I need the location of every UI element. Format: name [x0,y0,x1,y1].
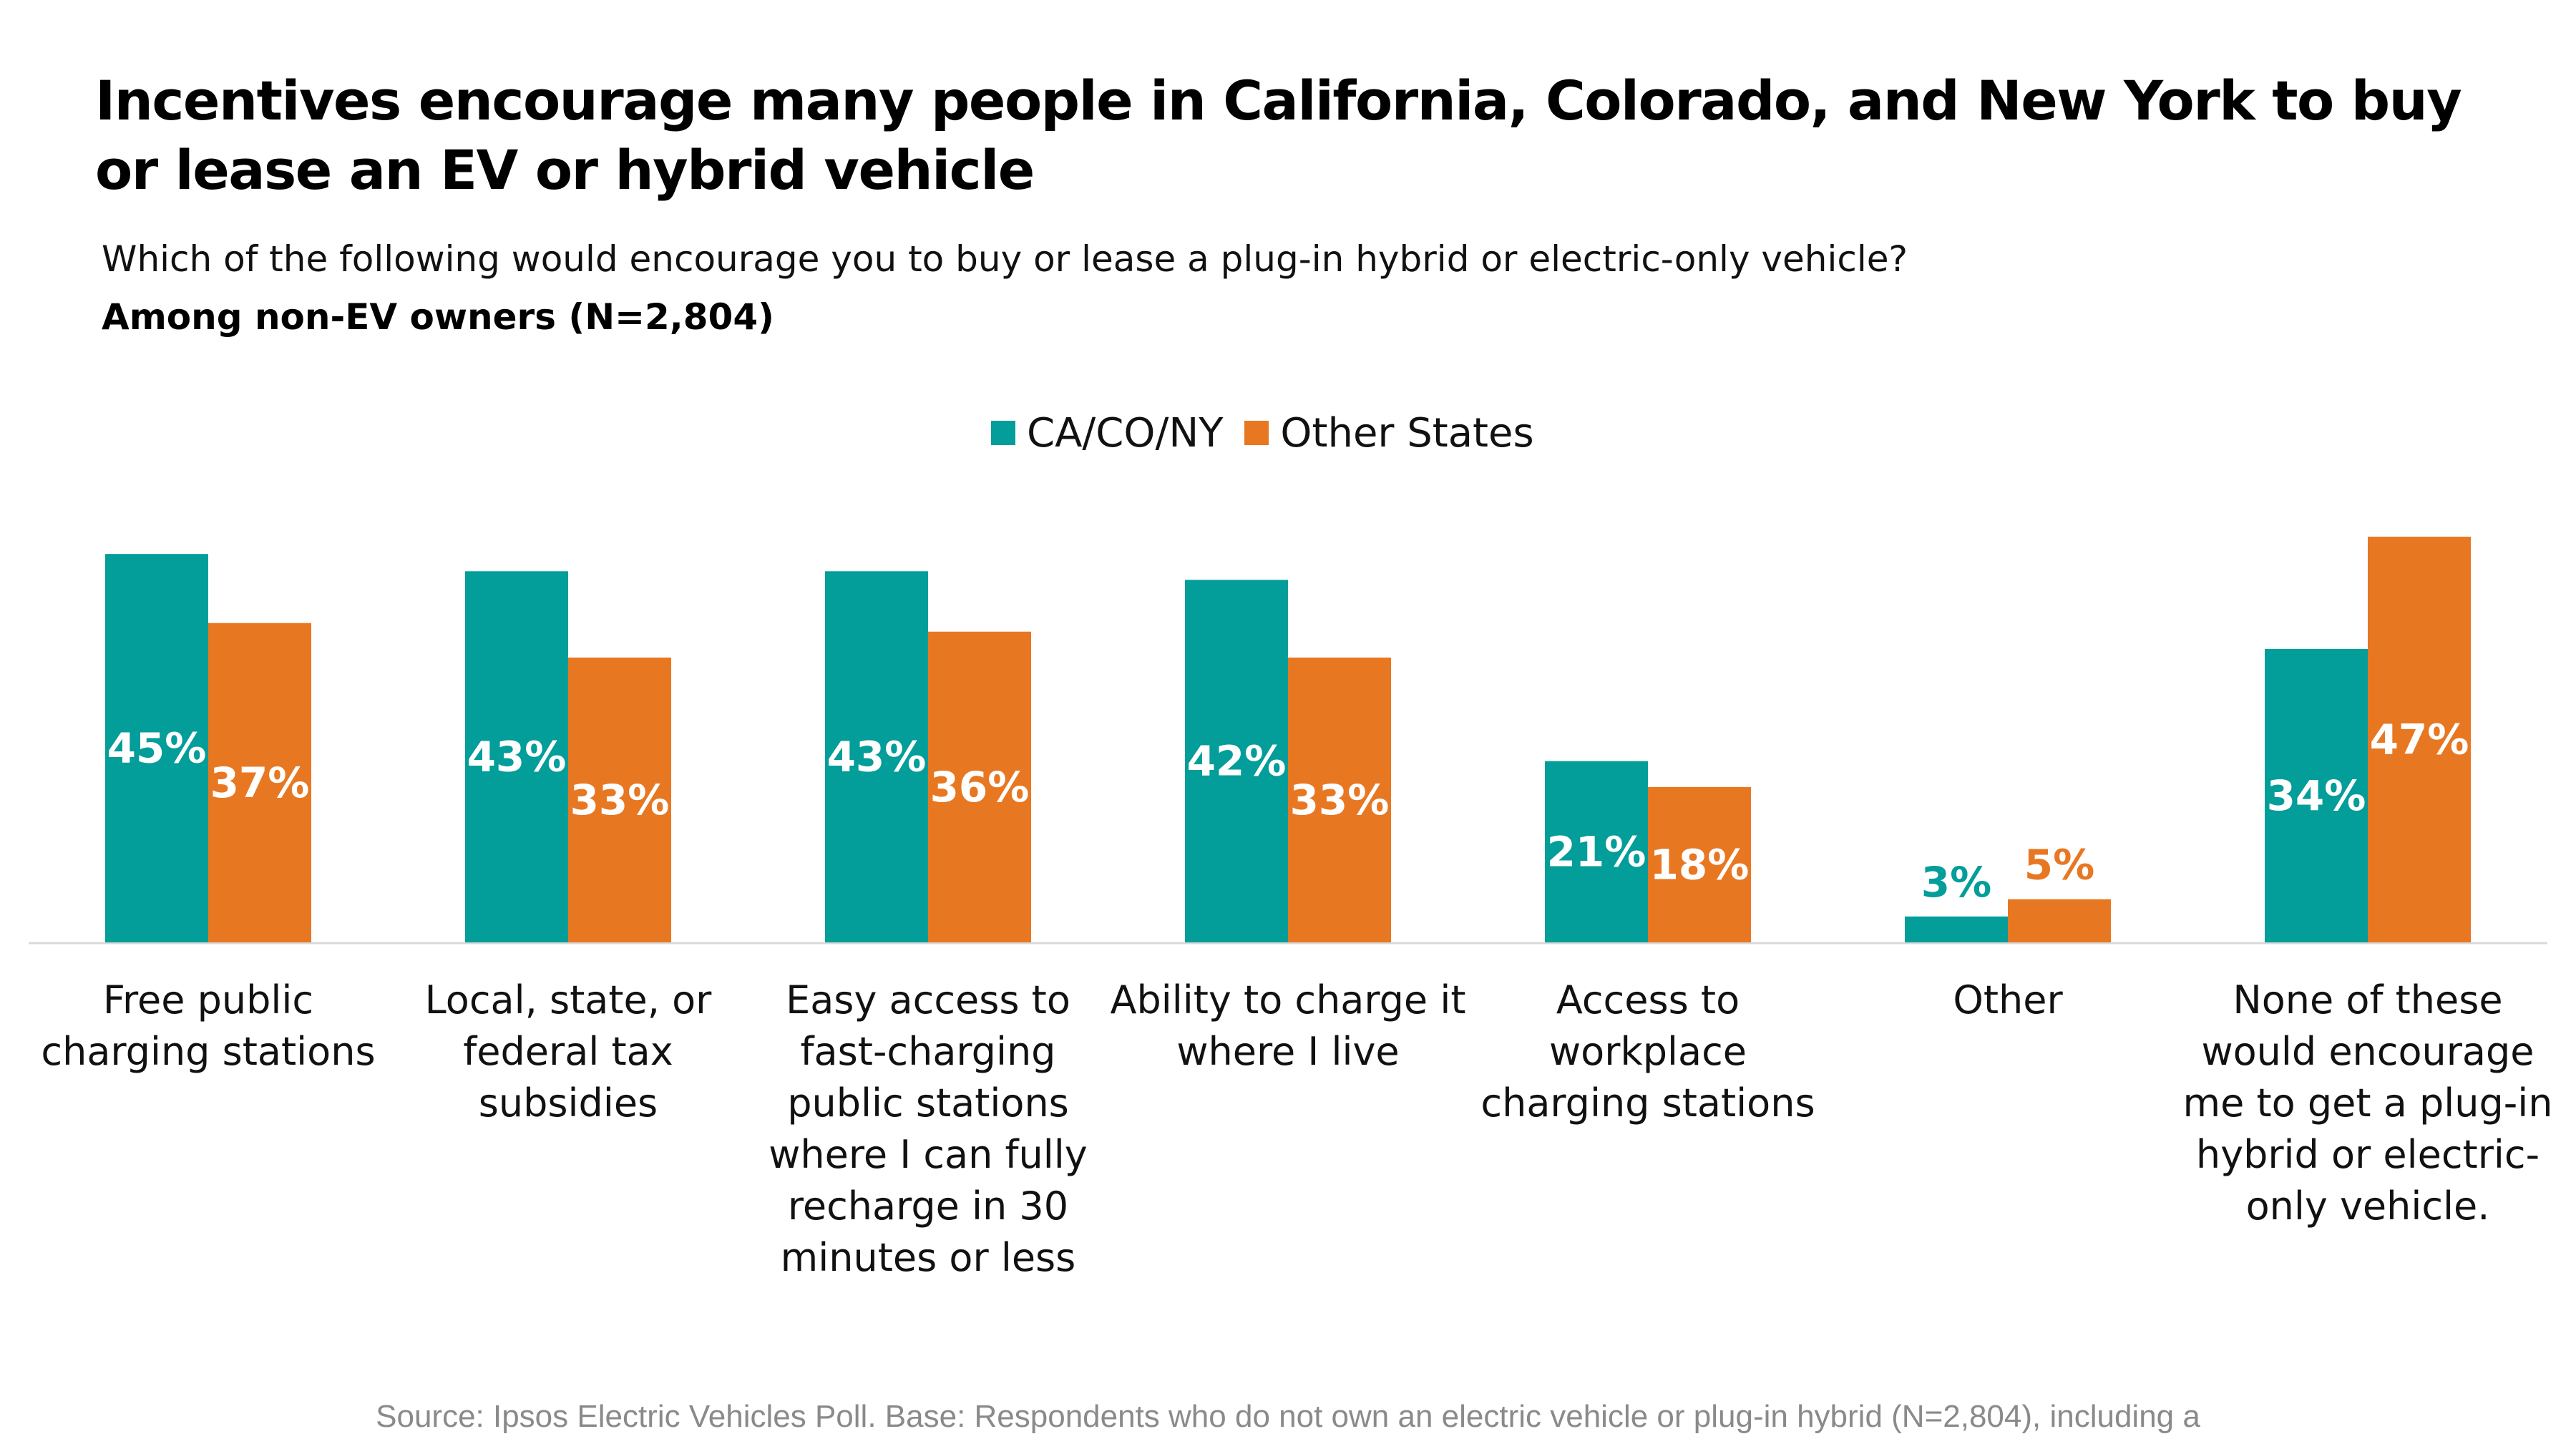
data-label-ca: 3% [1921,858,1991,907]
bar-other [928,631,1031,942]
data-label-ca: 43% [827,733,927,781]
bar-other [208,623,311,942]
category-label: Ability to charge it where I live [1111,977,1466,1074]
bar-other [2368,537,2471,942]
category-label-line: where I can fully [769,1132,1087,1177]
data-label-other: 33% [570,776,670,824]
category-label-line: hybrid or electric- [2196,1132,2540,1177]
category-label-line: Other [1953,977,2063,1023]
category-label-line: public stations [787,1080,1069,1126]
data-label-other: 47% [2370,716,2469,764]
category-label-line: Ability to charge it [1111,977,1466,1023]
legend-swatch-other [1244,421,1269,445]
legend-label-ca: CA/CO/NY [1027,409,1224,457]
bar-ca [105,554,208,942]
category-label-line: Easy access to [786,977,1070,1023]
category-label-line: charging stations [1480,1080,1815,1126]
legend: CA/CO/NY Other States [991,404,1534,462]
legend-label-other: Other States [1280,409,1534,457]
category-label: Access to workplace charging stations [1480,977,1815,1126]
data-label-other: 36% [930,763,1030,811]
category-label-line: Local, state, or [425,977,712,1023]
bar-ca [2265,648,2368,942]
category-label-line: where I live [1176,1029,1399,1074]
source-note: Source: Ipsos Electric Vehicles Poll. Ba… [376,1399,2200,1434]
category-label: Free public charging stations [41,977,375,1074]
legend-item-ca: CA/CO/NY [991,410,1223,457]
category-label-line: Access to [1556,977,1740,1023]
bar-chart: 45%37%Free public charging stations43%33%… [29,537,2553,1280]
bar-other [1288,657,1391,942]
bar-other [1648,786,1751,942]
category-label-line: None of these [2233,977,2502,1023]
data-label-ca: 42% [1187,737,1287,786]
data-label-ca: 45% [107,724,207,773]
category-label-line: would encourage [2201,1029,2534,1074]
bar-ca [1545,761,1648,942]
data-label-ca: 21% [1547,827,1646,876]
category-label-line: subsidies [479,1080,658,1126]
chart-base-note: Among non-EV owners (N=2,804) [102,296,774,338]
category-label: Easy access to fast-charging public statio… [769,977,1087,1280]
category-label-line: fast-charging [801,1029,1056,1074]
category-label-line: only vehicle. [2246,1184,2490,1229]
category-label: Other [1953,977,2063,1023]
bar-ca [465,571,568,942]
category-label-line: workplace [1549,1029,1747,1074]
category-label-line: charging stations [41,1029,375,1074]
chart-subtitle: Which of the following would encourage y… [102,238,1908,280]
data-label-other: 5% [2024,841,2094,889]
legend-swatch-ca [991,421,1015,445]
category-label-line: federal tax [463,1029,673,1074]
bar-ca [1905,916,2008,942]
bar-other [2008,899,2111,942]
data-label-other: 33% [1290,776,1390,824]
bar-other [568,657,671,942]
category-label-line: Free public [103,977,313,1023]
legend-item-other: Other States [1244,409,1534,457]
data-label-ca: 43% [467,733,567,781]
chart-title: Incentives encourage many people in Cali… [95,69,2462,202]
category-label: None of these would encourage me to get a … [2183,977,2553,1229]
data-label-ca: 34% [2267,771,2366,820]
category-label-line: recharge in 30 [788,1184,1068,1229]
category-label-line: me to get a plug-in [2183,1080,2553,1126]
bar-ca [1185,580,1288,942]
category-label: Local, state, or federal tax subsidies [425,977,712,1126]
bar-ca [825,571,928,942]
data-label-other: 18% [1650,840,1750,889]
data-label-other: 37% [210,758,310,807]
category-label-line: minutes or less [781,1235,1076,1280]
